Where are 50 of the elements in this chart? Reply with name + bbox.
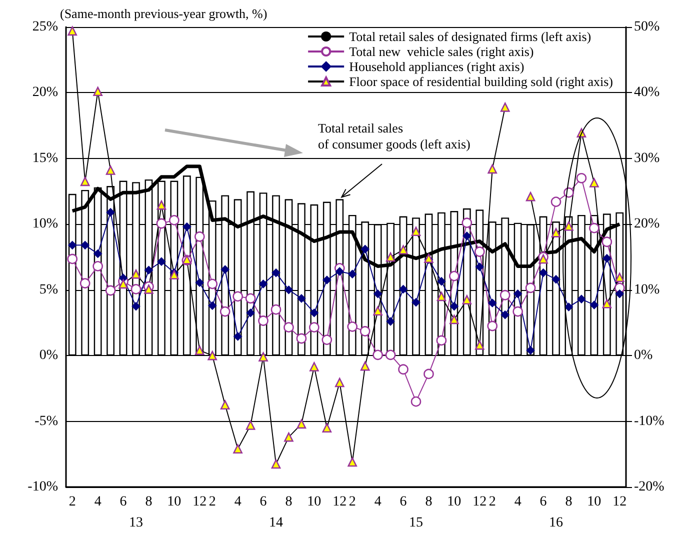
x-tick-label: 2 [208, 494, 216, 510]
x-tick-label: 12 [332, 494, 347, 510]
y2-tick-label: 10% [634, 282, 660, 298]
y-tick-label: 5% [39, 282, 58, 298]
legend-label: Household appliances (right axis) [349, 59, 524, 74]
y-tick-label: 0% [39, 348, 58, 364]
x-tick-label: 4 [234, 494, 242, 510]
text: Total retail sales of consumer goods (left axis) [318, 120, 470, 152]
x-tick-label: 6 [540, 494, 547, 510]
y2-tick-label: 50% [634, 20, 660, 34]
y2-tick-label: 40% [634, 85, 660, 100]
x-tick-label: 2 [348, 494, 356, 510]
x-tick-label: 4 [94, 494, 102, 510]
text: 16 [549, 516, 563, 530]
y2-tick-label: -20% [634, 480, 665, 494]
text: 13 [129, 516, 143, 530]
text: 14 [269, 516, 283, 530]
x-tick-label: 10 [307, 494, 322, 510]
x-tick-label: 8 [425, 494, 432, 510]
x-tick-label: 12 [472, 494, 487, 510]
legend-label: Total new vehicle sales (right axis) [349, 44, 534, 59]
y2-tick-label: -10% [634, 414, 665, 429]
legend-label: Floor space of residential building sold (right axis) [349, 74, 614, 89]
legend-label: Total retail sales of designated firms (left axis) [349, 29, 592, 44]
x-tick-label: 8 [565, 494, 572, 510]
y2-tick-label: 30% [634, 150, 660, 166]
text: 15 [409, 516, 423, 530]
x-tick-label: 4 [514, 494, 522, 510]
x-tick-label: 2 [488, 494, 496, 510]
x-tick-label: 8 [145, 494, 152, 510]
x-tick-label: 10 [167, 494, 182, 510]
y-tick-label: 15% [32, 150, 58, 166]
x-tick-label: 12 [612, 494, 627, 510]
y2-tick-label: 20% [634, 216, 660, 232]
x-tick-label: 12 [192, 494, 207, 510]
y-tick-label: -5% [34, 414, 58, 429]
y-tick-label: 25% [32, 20, 58, 34]
x-tick-label: 4 [374, 494, 382, 510]
x-tick-label: 10 [447, 494, 462, 510]
x-tick-label: 6 [120, 494, 127, 510]
x-tick-label: 10 [587, 494, 602, 510]
x-tick-label: 6 [260, 494, 267, 510]
x-tick-label: 8 [285, 494, 292, 510]
x-tick-label: 6 [400, 494, 407, 510]
x-tick-label: 2 [68, 494, 76, 510]
y-tick-label: 10% [32, 216, 58, 232]
y-tick-label: 20% [32, 85, 58, 100]
y-tick-label: -10% [28, 480, 58, 494]
y2-tick-label: 0% [634, 348, 653, 364]
y-axis-title: (Same-month previous-year growth, %) [60, 6, 268, 22]
